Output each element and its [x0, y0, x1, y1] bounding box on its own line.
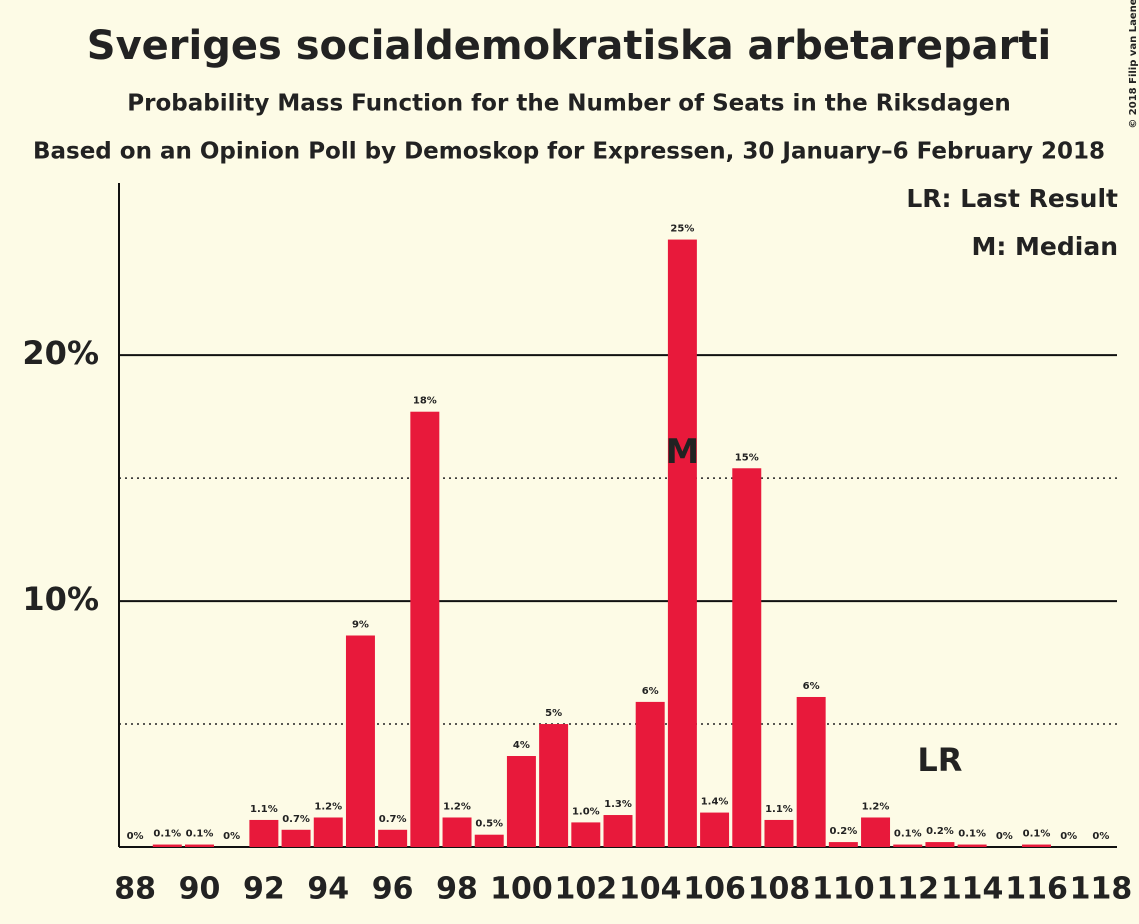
- value-label: 0%: [996, 831, 1013, 842]
- value-label: 4%: [513, 740, 530, 751]
- value-label: 1.1%: [765, 804, 793, 815]
- bar: [378, 829, 408, 847]
- annotation: M: [665, 432, 699, 472]
- value-label: 1.3%: [604, 799, 632, 810]
- value-label: 1.2%: [443, 801, 471, 812]
- bar: [152, 844, 182, 847]
- y-tick-label: 10%: [22, 580, 99, 618]
- x-tick-label: 106: [683, 872, 746, 907]
- value-label: 15%: [735, 452, 759, 463]
- bar: [281, 829, 311, 847]
- legend-entry: LR: Last Result: [906, 184, 1118, 213]
- value-label: 0.2%: [829, 826, 857, 837]
- chart-caption: Based on an Opinion Poll by Demoskop for…: [33, 139, 1105, 165]
- x-tick-label: 88: [114, 872, 156, 907]
- bar: [442, 817, 472, 847]
- bar: [635, 701, 665, 847]
- bar: [474, 834, 504, 847]
- value-label: 1.2%: [314, 801, 342, 812]
- value-label: 1.2%: [862, 801, 890, 812]
- bar: [506, 756, 536, 847]
- value-label: 0.7%: [282, 814, 310, 825]
- bar: [893, 844, 923, 847]
- bar: [700, 812, 730, 847]
- bar: [410, 411, 440, 847]
- bar: [732, 468, 762, 847]
- value-label: 5%: [545, 708, 562, 719]
- bar: [957, 844, 987, 847]
- x-tick-label: 112: [876, 872, 939, 907]
- bar: [667, 239, 697, 847]
- value-label: 0%: [1060, 831, 1077, 842]
- bar: [603, 815, 633, 847]
- bar: [1022, 844, 1052, 847]
- copyright: © 2018 Filip van Laenen: [1128, 0, 1139, 129]
- value-label: 0.7%: [379, 814, 407, 825]
- x-tick-label: 94: [307, 872, 349, 907]
- bar: [184, 844, 214, 847]
- bar: [764, 819, 794, 847]
- bar: [796, 696, 826, 847]
- value-label: 0.1%: [1023, 829, 1051, 840]
- x-tick-label: 108: [748, 872, 811, 907]
- x-tick-label: 118: [1070, 872, 1133, 907]
- x-tick-label: 116: [1005, 872, 1068, 907]
- x-tick-label: 102: [554, 872, 617, 907]
- value-label: 0%: [1092, 831, 1109, 842]
- value-label: 1.0%: [572, 806, 600, 817]
- x-tick-label: 114: [941, 872, 1004, 907]
- bar: [861, 817, 891, 847]
- y-tick-label: 20%: [22, 334, 99, 372]
- bar: [539, 724, 569, 847]
- legend-entry: M: Median: [971, 232, 1118, 261]
- bar: [345, 635, 375, 847]
- value-label: 0.1%: [153, 829, 181, 840]
- value-label: 0.1%: [894, 829, 922, 840]
- value-label: 0%: [127, 831, 144, 842]
- value-label: 18%: [413, 396, 437, 407]
- bar: [313, 817, 343, 847]
- value-label: 6%: [803, 681, 820, 692]
- value-label: 9%: [352, 620, 369, 631]
- x-tick-label: 96: [372, 872, 414, 907]
- chart-title: Sveriges socialdemokratiska arbetarepart…: [87, 23, 1051, 69]
- bar: [249, 819, 279, 847]
- value-label: 1.4%: [701, 797, 729, 808]
- bar: [571, 822, 601, 847]
- x-tick-label: 98: [436, 872, 478, 907]
- x-tick-label: 110: [812, 872, 875, 907]
- x-tick-label: 100: [490, 872, 553, 907]
- value-label: 0.5%: [475, 819, 503, 830]
- x-tick-label: 104: [619, 872, 682, 907]
- chart-subtitle: Probability Mass Function for the Number…: [127, 91, 1010, 117]
- value-label: 0.2%: [926, 826, 954, 837]
- value-label: 25%: [670, 224, 694, 235]
- x-tick-label: 90: [179, 872, 221, 907]
- value-label: 0.1%: [958, 829, 986, 840]
- value-label: 6%: [642, 686, 659, 697]
- bar: [828, 842, 858, 847]
- x-tick-label: 92: [243, 872, 285, 907]
- bar: [925, 842, 955, 847]
- value-label: 0%: [223, 831, 240, 842]
- value-label: 0.1%: [186, 829, 214, 840]
- value-label: 1.1%: [250, 804, 278, 815]
- annotation: LR: [917, 741, 962, 779]
